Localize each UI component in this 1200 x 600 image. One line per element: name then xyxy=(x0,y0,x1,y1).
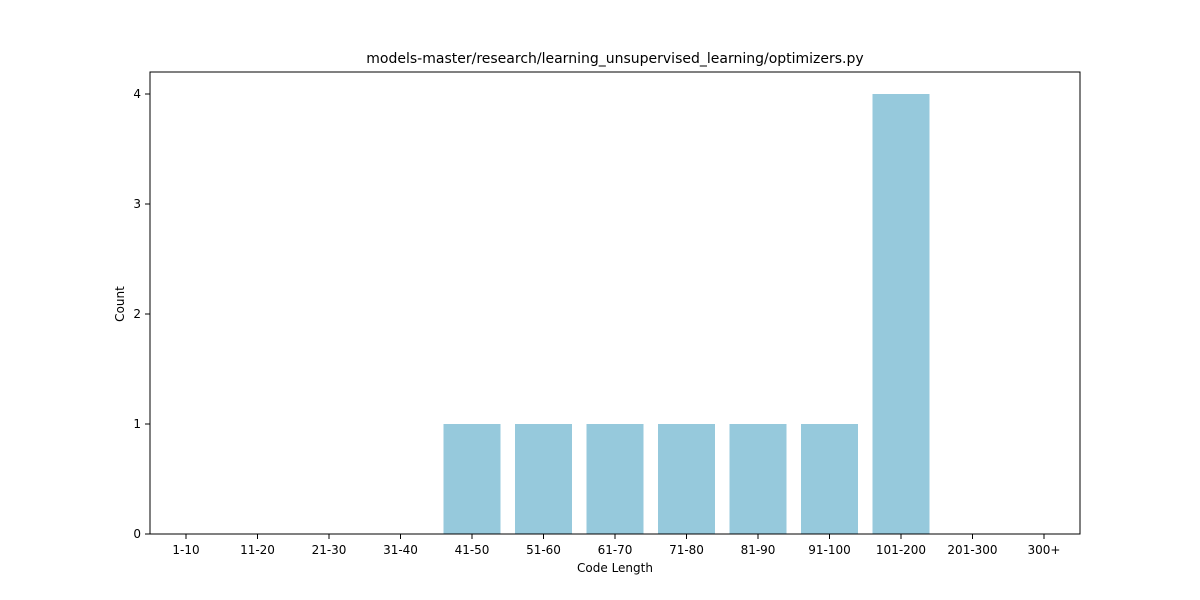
bar-51-60 xyxy=(515,424,572,534)
x-tick-label: 61-70 xyxy=(598,543,633,557)
x-tick-label: 300+ xyxy=(1028,543,1061,557)
x-tick-label: 21-30 xyxy=(312,543,347,557)
x-axis-ticks: 1-10 11-20 21-30 31-40 41-50 51-60 61-70 71-80 8… xyxy=(172,534,1060,557)
chart-title: models-master/research/learning_unsuperv… xyxy=(366,51,863,67)
bar-71-80 xyxy=(658,424,715,534)
x-tick-label: 91-100 xyxy=(808,543,851,557)
x-tick-label: 31-40 xyxy=(383,543,418,557)
y-tick-label: 4 xyxy=(133,87,141,101)
bars-group xyxy=(443,94,930,534)
bar-101-200 xyxy=(872,94,930,534)
y-axis-ticks: 0 1 2 3 4 xyxy=(133,87,150,541)
y-tick-label: 3 xyxy=(133,197,141,211)
y-tick-label: 1 xyxy=(133,417,141,431)
x-tick-label: 41-50 xyxy=(455,543,490,557)
x-tick-label: 201-300 xyxy=(947,543,997,557)
x-tick-label: 1-10 xyxy=(172,543,199,557)
x-tick-label: 71-80 xyxy=(669,543,704,557)
y-tick-label: 0 xyxy=(133,527,141,541)
bar-41-50 xyxy=(443,424,501,534)
x-tick-label: 51-60 xyxy=(526,543,561,557)
bar-61-70 xyxy=(586,424,644,534)
x-tick-label: 101-200 xyxy=(876,543,926,557)
x-tick-label: 11-20 xyxy=(240,543,275,557)
bar-91-100 xyxy=(801,424,858,534)
y-tick-label: 2 xyxy=(133,307,141,321)
x-tick-label: 81-90 xyxy=(741,543,776,557)
bar-81-90 xyxy=(729,424,787,534)
x-axis-label: Code Length xyxy=(577,561,653,575)
y-axis-label: Count xyxy=(113,286,127,322)
